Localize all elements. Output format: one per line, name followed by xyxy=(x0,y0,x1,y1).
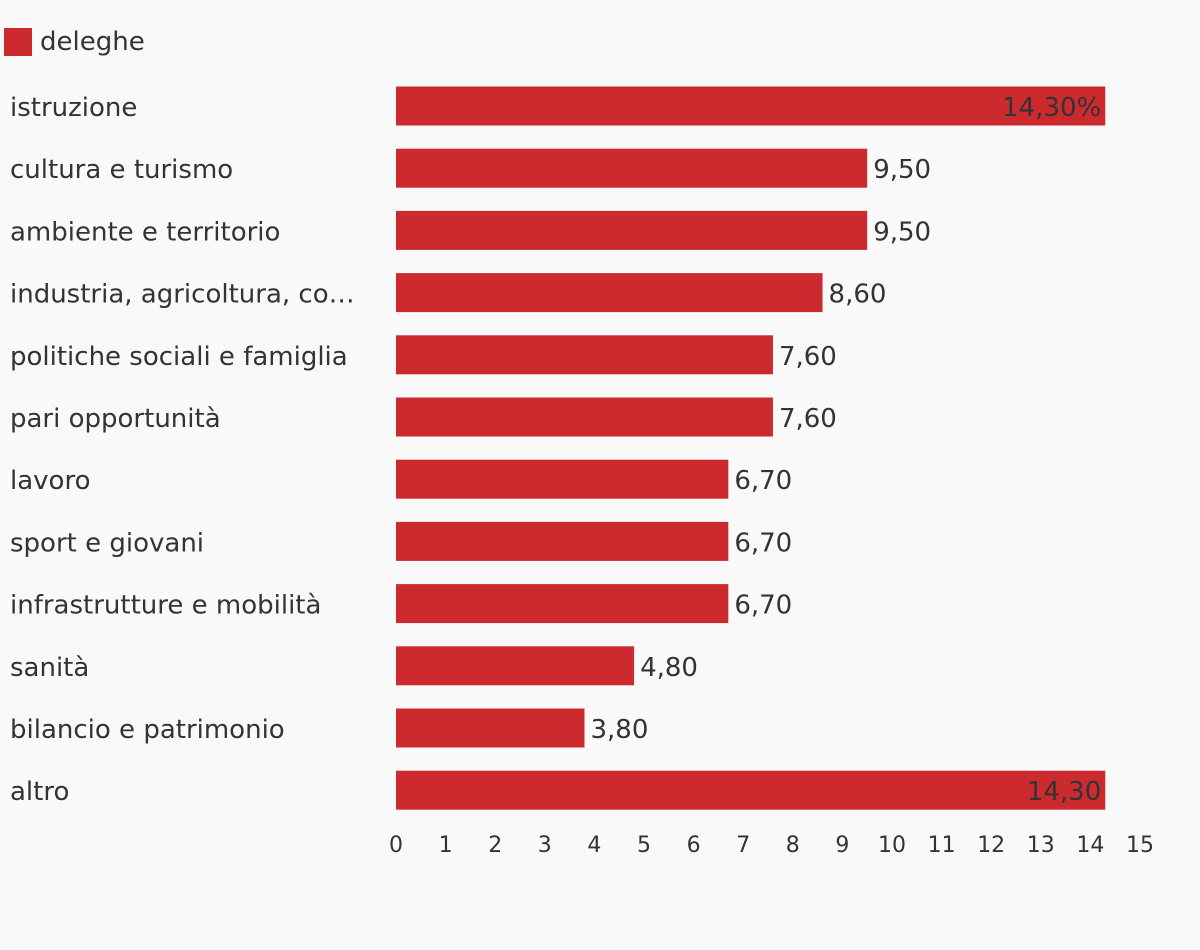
bar xyxy=(396,584,729,624)
data-label: 9,50 xyxy=(873,155,931,185)
category-label: industria, agricoltura, co… xyxy=(10,280,355,310)
data-label: 6,70 xyxy=(734,528,792,558)
legend-label: deleghe xyxy=(40,27,145,57)
x-tick-label: 4 xyxy=(587,833,601,858)
category-label: istruzione xyxy=(10,93,137,123)
x-tick-label: 1 xyxy=(439,833,453,858)
data-label: 7,60 xyxy=(779,404,837,434)
bar xyxy=(396,521,729,561)
data-label: 14,30% xyxy=(1002,93,1101,123)
category-label: sanità xyxy=(10,653,89,683)
bar xyxy=(396,86,1106,126)
bar xyxy=(396,459,729,499)
x-tick-label: 14 xyxy=(1076,833,1104,858)
bar xyxy=(396,335,773,375)
category-label: ambiente e territorio xyxy=(10,217,280,247)
x-tick-label: 5 xyxy=(637,833,651,858)
legend-swatch xyxy=(4,28,32,56)
x-tick-label: 12 xyxy=(977,833,1005,858)
x-tick-label: 9 xyxy=(835,833,849,858)
x-tick-label: 11 xyxy=(928,833,956,858)
category-label: altro xyxy=(10,777,69,807)
category-label: bilancio e patrimonio xyxy=(10,715,285,745)
bar xyxy=(396,770,1106,810)
x-tick-label: 7 xyxy=(736,833,750,858)
data-label: 6,70 xyxy=(734,591,792,621)
data-label: 7,60 xyxy=(779,342,837,372)
bar xyxy=(396,148,868,188)
bar xyxy=(396,646,635,686)
bar xyxy=(396,210,868,250)
x-tick-label: 2 xyxy=(488,833,502,858)
x-tick-label: 6 xyxy=(687,833,701,858)
category-label: pari opportunità xyxy=(10,404,221,434)
bar xyxy=(396,708,585,748)
x-tick-label: 10 xyxy=(878,833,906,858)
x-tick-label: 13 xyxy=(1027,833,1055,858)
data-label: 14,30 xyxy=(1027,777,1101,807)
x-tick-label: 3 xyxy=(538,833,552,858)
category-label: cultura e turismo xyxy=(10,155,233,185)
x-tick-label: 15 xyxy=(1126,833,1154,858)
data-label: 6,70 xyxy=(734,466,792,496)
legend: deleghe xyxy=(4,24,145,60)
bar xyxy=(396,397,773,437)
x-tick-label: 0 xyxy=(389,833,403,858)
category-label: politiche sociali e famiglia xyxy=(10,342,348,372)
data-label: 8,60 xyxy=(829,280,887,310)
x-tick-label: 8 xyxy=(786,833,800,858)
data-label: 9,50 xyxy=(873,217,931,247)
bar xyxy=(396,273,823,313)
data-label: 3,80 xyxy=(590,715,648,745)
category-label: lavoro xyxy=(10,466,90,496)
category-label: sport e giovani xyxy=(10,528,204,558)
category-label: infrastrutture e mobilità xyxy=(10,591,321,621)
data-label: 4,80 xyxy=(640,653,698,683)
